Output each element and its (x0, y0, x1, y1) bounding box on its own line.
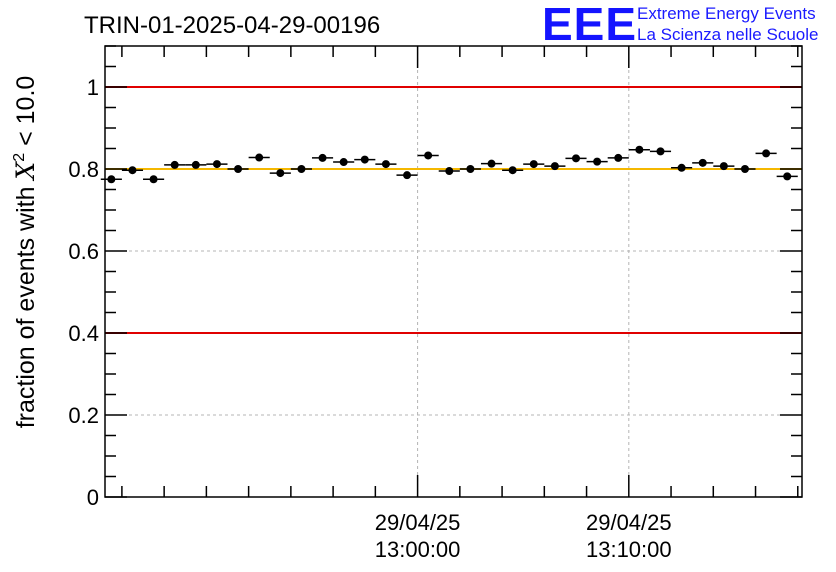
data-point (572, 154, 581, 163)
y-tick-label: 0.2 (68, 403, 99, 428)
data-point (487, 159, 496, 168)
reference-lines (105, 86, 802, 334)
data-point (170, 160, 179, 169)
eee-logo: EEE Extreme Energy Events La Scienza nel… (542, 0, 818, 50)
data-point (360, 155, 369, 164)
data-point (698, 158, 707, 167)
grid-layer (105, 46, 802, 497)
data-point (149, 175, 158, 184)
data-point (128, 166, 137, 175)
data-point (403, 171, 412, 180)
data-point (593, 157, 602, 166)
y-tick-label: 0.8 (68, 157, 99, 182)
data-point (677, 163, 686, 172)
chart-title: TRIN-01-2025-04-29-00196 (84, 12, 380, 39)
data-point (191, 160, 200, 169)
data-point (719, 162, 728, 171)
x-tick-label-date: 29/04/25 (375, 510, 461, 535)
x-tick-label-date: 29/04/25 (586, 510, 672, 535)
logo-line1: Extreme Energy Events (637, 4, 816, 23)
data-point (318, 153, 327, 162)
data-point (656, 147, 665, 156)
data-point (212, 160, 221, 169)
y-tick-label: 0 (87, 485, 99, 510)
y-axis-label-symbol: X (11, 161, 40, 182)
logo-line2: La Scienza nelle Scuole (637, 25, 818, 44)
data-point (783, 172, 792, 181)
data-point (276, 169, 285, 178)
data-point (466, 165, 475, 173)
y-axis-label-post: < 10.0 (12, 76, 40, 153)
logo-mark: EEE (542, 0, 637, 50)
data-point (107, 175, 116, 184)
plot-frame (104, 45, 803, 498)
data-point (339, 158, 348, 167)
data-point (614, 153, 623, 162)
y-tick-label: 0.6 (68, 239, 99, 264)
data-point (635, 145, 644, 154)
data-point (508, 166, 517, 175)
data-point (550, 162, 559, 171)
data-points (100, 145, 798, 184)
data-point (297, 165, 306, 173)
y-tick-label: 1 (87, 75, 99, 100)
data-point (424, 151, 433, 160)
data-point (445, 167, 454, 176)
data-point (740, 165, 749, 173)
data-point (255, 153, 264, 162)
x-tick-label-time: 13:00:00 (375, 537, 461, 562)
y-axis-label: fraction of events with X2 < 10.0 (11, 76, 40, 429)
x-tick-label-time: 13:10:00 (586, 537, 672, 562)
data-point (234, 165, 243, 173)
data-point (381, 160, 390, 169)
axes: 00.20.40.60.8129/04/2513:00:0029/04/2513… (68, 45, 803, 562)
y-axis-label-pre: fraction of events with (12, 180, 40, 429)
data-point (529, 160, 538, 169)
y-axis-label-sup: 2 (11, 153, 28, 162)
y-tick-label: 0.4 (68, 321, 99, 346)
data-point (762, 149, 771, 158)
